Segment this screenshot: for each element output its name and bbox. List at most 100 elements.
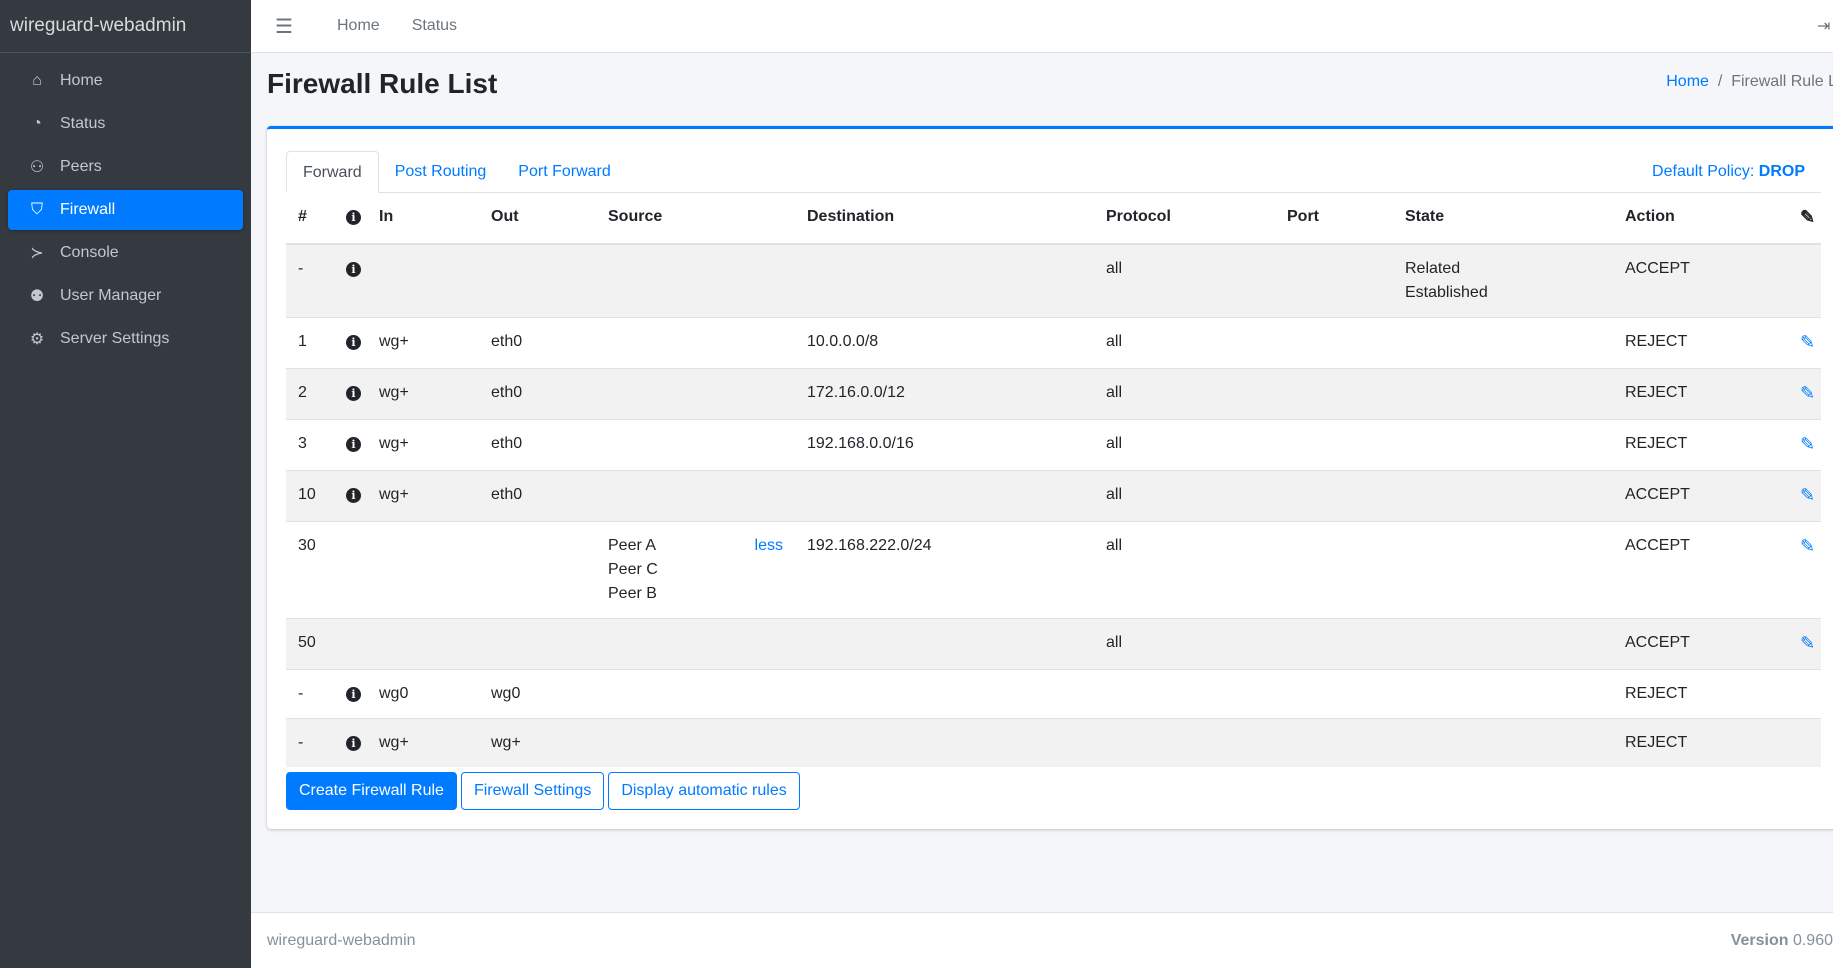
edit-icon[interactable]: ✎ xyxy=(1800,383,1816,403)
nav-link-home[interactable]: Home xyxy=(337,17,380,34)
cell-destination xyxy=(795,618,1094,670)
tab-forward[interactable]: Forward xyxy=(286,151,379,193)
edit-icon[interactable]: ✎ xyxy=(1800,332,1816,352)
sidebar-item-user-manager[interactable]: ⚉ User Manager xyxy=(8,276,243,316)
cell-protocol xyxy=(1094,669,1275,719)
default-policy[interactable]: Default Policy: DROP xyxy=(1652,151,1821,193)
sidebar-item-peers[interactable]: ⚇ Peers xyxy=(8,147,243,187)
edit-icon[interactable]: ✎ xyxy=(1800,207,1816,227)
cell-destination: 172.16.0.0/12 xyxy=(795,368,1094,420)
cell-action: ACCEPT xyxy=(1613,618,1788,670)
cell-out xyxy=(479,618,596,670)
table-row: - i wg0 wg0 REJECT xyxy=(286,669,1821,719)
breadcrumb-separator: / xyxy=(1713,73,1727,90)
cell-port xyxy=(1275,718,1393,767)
info-icon[interactable]: i xyxy=(346,262,361,277)
cell-edit: ✎ xyxy=(1788,521,1821,619)
cell-destination: 192.168.222.0/24 xyxy=(795,521,1094,619)
col-protocol: Protocol xyxy=(1094,193,1275,245)
info-icon[interactable]: i xyxy=(346,488,361,503)
table-row: 30 less Peer A Peer C Peer B 192.168.222.0/… xyxy=(286,521,1821,619)
nav-link-status[interactable]: Status xyxy=(411,17,458,34)
cell-protocol: all xyxy=(1094,419,1275,471)
cell-action: REJECT xyxy=(1613,669,1788,719)
sidebar-item-label: Home xyxy=(60,72,103,89)
cell-in: wg+ xyxy=(367,470,479,522)
info-icon[interactable]: i xyxy=(346,736,361,751)
firewall-settings-button[interactable]: Firewall Settings xyxy=(460,772,605,810)
logout-icon[interactable]: ⇥ xyxy=(1817,18,1831,35)
cell-info xyxy=(334,618,367,670)
version-value: 0.960 xyxy=(1792,932,1833,949)
sidebar-item-console[interactable]: ≻ Console xyxy=(8,233,243,273)
cell-state xyxy=(1393,368,1613,420)
state-value: Related xyxy=(1405,260,1461,277)
info-icon[interactable]: i xyxy=(346,437,361,452)
tab-post-routing[interactable]: Post Routing xyxy=(394,163,487,180)
sidebar-nav: ⌂ Home ◔ Status ⚇ Peers ⛉ Firewall ≻ Console ⚉ User… xyxy=(0,53,251,370)
cell-edit: ✎ xyxy=(1788,419,1821,471)
tab-port-forward[interactable]: Port Forward xyxy=(518,163,611,180)
cell-state xyxy=(1393,521,1613,619)
cell-info: i xyxy=(334,243,367,318)
cell-action: ACCEPT xyxy=(1613,521,1788,619)
action-buttons: Create Firewall Rule Firewall Settings D… xyxy=(286,772,800,810)
breadcrumb-current: Firewall Rule List xyxy=(1731,73,1833,90)
sidebar-item-status[interactable]: ◔ Status xyxy=(8,104,243,144)
sidebar-item-firewall[interactable]: ⛉ Firewall xyxy=(8,190,243,230)
cell-edit: ✎ xyxy=(1788,317,1821,369)
footer-version: Version 0.960 xyxy=(1731,913,1833,968)
sidebar-item-label: Console xyxy=(60,244,119,261)
breadcrumb-home[interactable]: Home xyxy=(1666,73,1709,90)
cell-source xyxy=(596,669,795,719)
cell-in xyxy=(367,618,479,670)
cell-action: REJECT xyxy=(1613,368,1788,420)
edit-icon[interactable]: ✎ xyxy=(1800,633,1816,653)
edit-icon[interactable]: ✎ xyxy=(1800,536,1816,556)
brand-title[interactable]: wireguard-webadmin xyxy=(0,0,251,53)
cell-out: eth0 xyxy=(479,419,596,471)
col-action: Action xyxy=(1613,193,1788,245)
cell-port xyxy=(1275,419,1393,471)
info-icon[interactable]: i xyxy=(346,687,361,702)
cell-protocol: all xyxy=(1094,521,1275,619)
cell-out: wg+ xyxy=(479,718,596,767)
cell-action: REJECT xyxy=(1613,317,1788,369)
sidebar-item-home[interactable]: ⌂ Home xyxy=(8,61,243,101)
cell-number: 10 xyxy=(286,470,334,522)
cell-port xyxy=(1275,618,1393,670)
menu-icon[interactable]: ☰ xyxy=(275,15,293,38)
cell-state xyxy=(1393,718,1613,767)
tachometer-icon: ◔ xyxy=(32,115,42,132)
cell-port xyxy=(1275,470,1393,522)
create-firewall-rule-button[interactable]: Create Firewall Rule xyxy=(286,772,457,810)
breadcrumb: Home / Firewall Rule List xyxy=(1666,73,1833,91)
footer: wireguard-webadmin Version 0.960 xyxy=(251,912,1833,968)
col-out: Out xyxy=(479,193,596,245)
cell-source xyxy=(596,419,795,471)
sidebar: wireguard-webadmin ⌂ Home ◔ Status ⚇ Peers ⛉ Fi… xyxy=(0,0,251,968)
info-icon[interactable]: i xyxy=(346,335,361,350)
info-icon[interactable]: i xyxy=(346,386,361,401)
edit-icon[interactable]: ✎ xyxy=(1800,434,1816,454)
display-automatic-rules-button[interactable]: Display automatic rules xyxy=(608,772,800,810)
cell-in: wg0 xyxy=(367,669,479,719)
cell-destination: 10.0.0.0/8 xyxy=(795,317,1094,369)
cell-number: 30 xyxy=(286,521,334,619)
sidebar-item-label: Server Settings xyxy=(60,330,170,347)
col-edit: ✎ xyxy=(1788,193,1821,245)
edit-icon[interactable]: ✎ xyxy=(1800,485,1816,505)
cell-number: - xyxy=(286,718,334,767)
cell-out: eth0 xyxy=(479,317,596,369)
version-label: Version xyxy=(1730,932,1789,949)
cell-source xyxy=(596,718,795,767)
cell-port xyxy=(1275,368,1393,420)
table-row: 1 i wg+ eth0 10.0.0.0/8 all REJECT ✎ xyxy=(286,317,1821,369)
cell-number: 3 xyxy=(286,419,334,471)
users-cog-icon: ⚇ xyxy=(29,159,45,176)
sidebar-item-server-settings[interactable]: ⚙ Server Settings xyxy=(8,319,243,359)
less-link[interactable]: less xyxy=(754,537,783,554)
cell-in: wg+ xyxy=(367,718,479,767)
cell-state xyxy=(1393,317,1613,369)
tabs: Forward Post Routing Port Forward Defaul… xyxy=(286,151,1821,193)
